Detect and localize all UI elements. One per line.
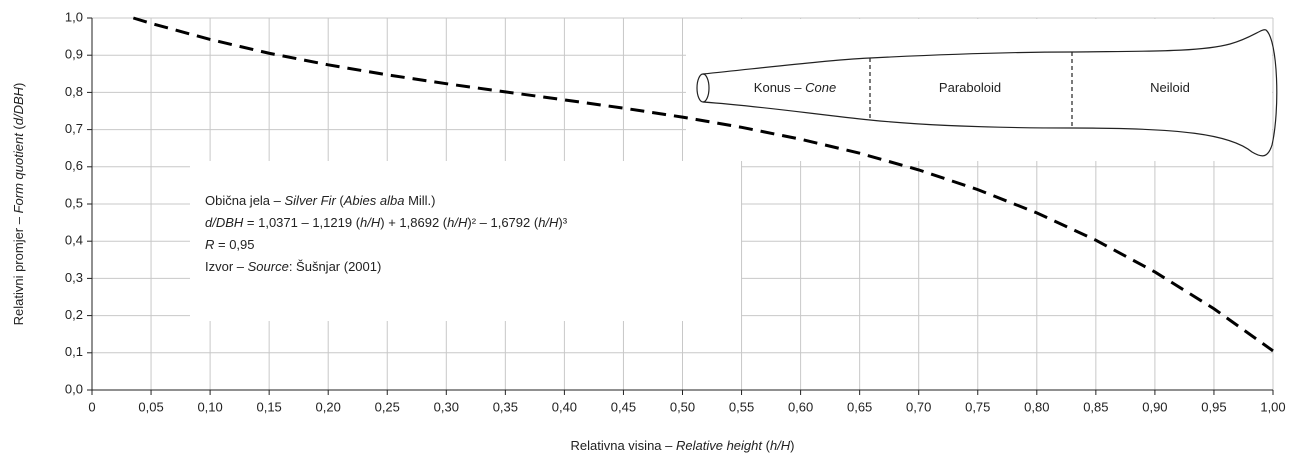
y-tick-label: 1,0 xyxy=(65,9,83,24)
x-tick-label: 0,60 xyxy=(788,399,813,414)
x-tick-label: 0,25 xyxy=(375,399,400,414)
x-tick-label: 0,55 xyxy=(729,399,754,414)
text-segment: Mill.) xyxy=(404,193,435,208)
y-tick-label: 0,6 xyxy=(65,158,83,173)
text-segment: ) xyxy=(790,438,794,453)
y-tick-label: 0,0 xyxy=(65,381,83,396)
text-segment: ( xyxy=(762,438,771,453)
stem-outline xyxy=(702,29,1278,157)
section-label: Konus – Cone xyxy=(754,80,836,95)
x-tick-label: 0,45 xyxy=(611,399,636,414)
text-segment: h/H xyxy=(538,215,559,230)
section-label: Neiloid xyxy=(1150,80,1190,95)
text-segment: )² – 1,6792 ( xyxy=(467,215,538,230)
section-label: Paraboloid xyxy=(939,80,1001,95)
text-segment: Source xyxy=(248,259,289,274)
x-tick-label: 0,80 xyxy=(1024,399,1049,414)
x-tick-label: 0,85 xyxy=(1083,399,1108,414)
y-axis-label: Relativni promjer – Form quotient (d/DBH… xyxy=(11,83,26,326)
y-tick-label: 0,8 xyxy=(65,84,83,99)
text-segment: Relative height xyxy=(676,438,763,453)
text-segment: h/H xyxy=(447,215,468,230)
text-segment: Relativna visina – xyxy=(570,438,676,453)
text-segment: ) xyxy=(11,83,26,87)
x-tick-label: 0,50 xyxy=(670,399,695,414)
text-segment: h/H xyxy=(360,215,381,230)
x-tick-label: 0,90 xyxy=(1142,399,1167,414)
annotation-line: d/DBH = 1,0371 – 1,1219 (h/H) + 1,8692 (… xyxy=(205,215,568,230)
y-tick-label: 0,4 xyxy=(65,233,83,248)
text-segment: Neiloid xyxy=(1150,80,1190,95)
text-segment: Izvor – xyxy=(205,259,248,274)
text-segment: Konus – xyxy=(754,80,805,95)
text-segment: : Šušnjar (2001) xyxy=(289,259,382,274)
y-tick-label: 0,2 xyxy=(65,307,83,322)
text-segment: ) + 1,8692 ( xyxy=(380,215,448,230)
annotation-line: Izvor – Source: Šušnjar (2001) xyxy=(205,259,381,274)
annotation-line: R = 0,95 xyxy=(205,237,255,252)
x-tick-label: 0,30 xyxy=(434,399,459,414)
text-segment: Paraboloid xyxy=(939,80,1001,95)
y-tick-label: 0,9 xyxy=(65,47,83,62)
x-tick-label: 0,65 xyxy=(847,399,872,414)
inset-background xyxy=(686,19,1272,161)
x-axis-label: Relativna visina – Relative height (h/H) xyxy=(570,438,794,453)
text-segment: Abies alba xyxy=(343,193,405,208)
y-tick-label: 0,3 xyxy=(65,270,83,285)
x-tick-label: 0,70 xyxy=(906,399,931,414)
text-segment: h/H xyxy=(770,438,791,453)
x-tick-label: 0 xyxy=(88,399,95,414)
text-segment: = 1,0371 – 1,1219 ( xyxy=(243,215,360,230)
text-segment: ( xyxy=(336,193,345,208)
annotation-background xyxy=(190,161,741,321)
text-segment: Relativni promjer – xyxy=(11,213,26,325)
text-segment: d/DBH xyxy=(205,215,244,230)
x-tick-label: 0,95 xyxy=(1201,399,1226,414)
data-line xyxy=(132,16,1274,353)
text-segment: d/DBH xyxy=(11,86,26,125)
x-tick-label: 0,40 xyxy=(552,399,577,414)
x-tick-label: 0,05 xyxy=(138,399,163,414)
x-tick-label: 0,20 xyxy=(316,399,341,414)
annotation-line: Obična jela – Silver Fir (Abies alba Mil… xyxy=(205,193,436,208)
text-segment: Cone xyxy=(805,80,836,95)
text-segment: Obična jela – xyxy=(205,193,285,208)
y-tick-label: 0,1 xyxy=(65,344,83,359)
x-tick-label: 0,75 xyxy=(965,399,990,414)
x-tick-label: 0,10 xyxy=(197,399,222,414)
x-tick-label: 1,00 xyxy=(1260,399,1285,414)
y-tick-label: 0,7 xyxy=(65,121,83,136)
text-segment: )³ xyxy=(558,215,567,230)
x-tick-label: 0,15 xyxy=(256,399,281,414)
x-tick-label: 0,35 xyxy=(493,399,518,414)
text-segment: Form quotient xyxy=(11,132,26,214)
text-segment: ( xyxy=(11,125,26,134)
stem-diagram xyxy=(696,29,1278,157)
stem-base xyxy=(696,73,710,103)
text-segment: R xyxy=(205,237,214,252)
text-segment: Silver Fir xyxy=(285,193,337,208)
text-segment: = 0,95 xyxy=(214,237,254,252)
y-tick-label: 0,5 xyxy=(65,195,83,210)
